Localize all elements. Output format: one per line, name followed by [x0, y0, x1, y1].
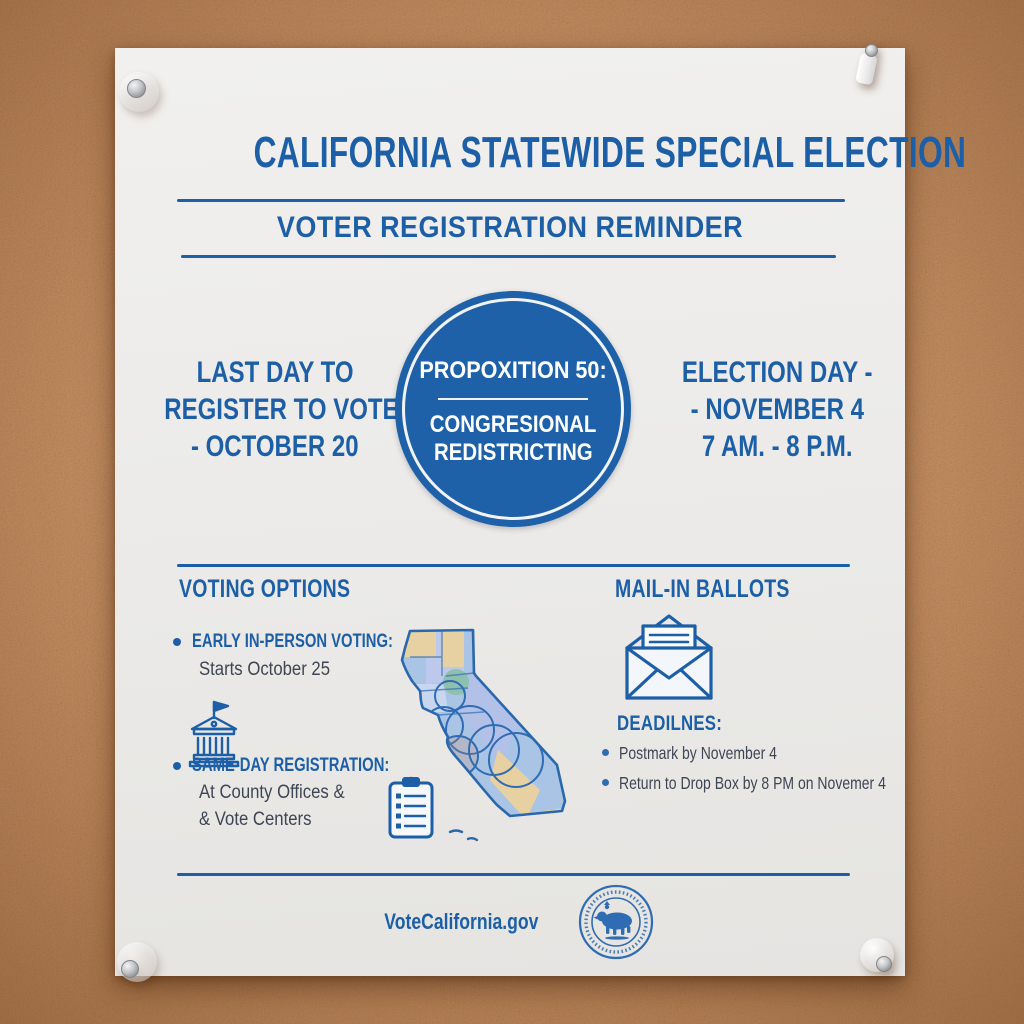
bullet-dot — [602, 749, 609, 756]
registration-deadline-line1: LAST DAY TO — [196, 356, 354, 389]
clipboard-icon — [388, 776, 434, 839]
same-day-registration-item: SAME-DAY REGISTRATION: — [173, 754, 445, 778]
badge-subject-line2: REDISTRICTING — [433, 439, 593, 466]
pin-metal-head — [127, 79, 146, 98]
badge-title: PROPOXITION 50: — [419, 357, 607, 384]
election-day-block: ELECTION DAY - - NOVEMBER 4 7 AM. - 8 P.… — [640, 354, 915, 465]
badge-divider — [438, 398, 588, 400]
title-divider — [177, 199, 845, 202]
early-voting-detail: Starts October 25 — [199, 659, 331, 680]
election-poster: CALIFORNIA STATEWIDE SPECIAL ELECTION VO… — [115, 48, 967, 976]
badge-ring — [402, 298, 624, 520]
bullet-dot — [173, 638, 181, 646]
election-day-line2: - NOVEMBER 4 — [690, 393, 865, 426]
section-divider — [177, 564, 850, 567]
pin-metal-head — [876, 956, 892, 972]
mail-in-ballots-heading: MAIL-IN BALLOTS — [615, 575, 790, 603]
map-islands — [448, 829, 479, 842]
pin-metal-head — [865, 44, 878, 57]
same-day-detail-1: At County Offices & — [199, 782, 345, 803]
early-voting-item: EARLY IN-PERSON VOTING: — [173, 630, 450, 654]
same-day-registration-label: SAME-DAY REGISTRATION: — [192, 755, 390, 776]
proposition-badge: PROPOXITION 50: CONGRESIONAL REDISTRICTI… — [395, 291, 631, 527]
bullet-dot — [602, 779, 609, 786]
pin-metal-head — [121, 960, 139, 978]
registration-deadline-block: LAST DAY TO REGISTER TO VOTE - OCTOBER 2… — [135, 354, 415, 465]
deadlines-heading: DEADILNES: — [617, 712, 723, 735]
election-day-line1: ELECTION DAY - — [682, 356, 873, 389]
badge-content: PROPOXITION 50: CONGRESIONAL REDISTRICTI… — [395, 291, 631, 527]
early-voting-label: EARLY IN-PERSON VOTING: — [192, 631, 393, 652]
voting-options-heading: VOTING OPTIONS — [179, 575, 351, 603]
same-day-detail-2: & Vote Centers — [199, 809, 312, 830]
push-pin-top-right — [850, 42, 886, 86]
registration-deadline-line2: REGISTER TO VOTE — [164, 393, 399, 426]
election-day-line3: 7 AM. - 8 P.M. — [702, 430, 853, 463]
website-text: VoteCalifornia.gov — [383, 909, 539, 934]
badge-subject-line1: CONGRESIONAL — [429, 411, 597, 438]
poster-subtitle: VOTER REGISTRATION REMINDER — [276, 211, 744, 244]
push-pin-top-left — [119, 72, 159, 112]
footer: VoteCalifornia.gov — [115, 882, 905, 962]
seal-bear — [593, 901, 633, 940]
push-pin-bottom-left — [117, 942, 157, 982]
push-pin-bottom-right — [860, 938, 900, 978]
deadline-item-1: Postmark by November 4 — [602, 742, 816, 764]
map-outline — [400, 628, 567, 818]
government-building-icon — [188, 700, 240, 768]
bullet-dot — [173, 762, 181, 770]
deadline-text-2: Return to Drop Box by 8 PM on Novemer 4 — [619, 773, 886, 793]
registration-deadline-line3: - OCTOBER 20 — [191, 430, 359, 463]
pin-stem — [855, 52, 878, 86]
deadline-text-1: Postmark by November 4 — [619, 743, 777, 763]
footer-divider — [177, 873, 850, 876]
envelope-icon — [625, 614, 713, 700]
poster-title: CALIFORNIA STATEWIDE SPECIAL ELECTION — [253, 128, 967, 177]
california-state-seal-icon — [579, 884, 654, 960]
deadline-item-2: Return to Drop Box by 8 PM on Novemer 4 — [602, 772, 953, 794]
subtitle-divider — [181, 255, 836, 258]
